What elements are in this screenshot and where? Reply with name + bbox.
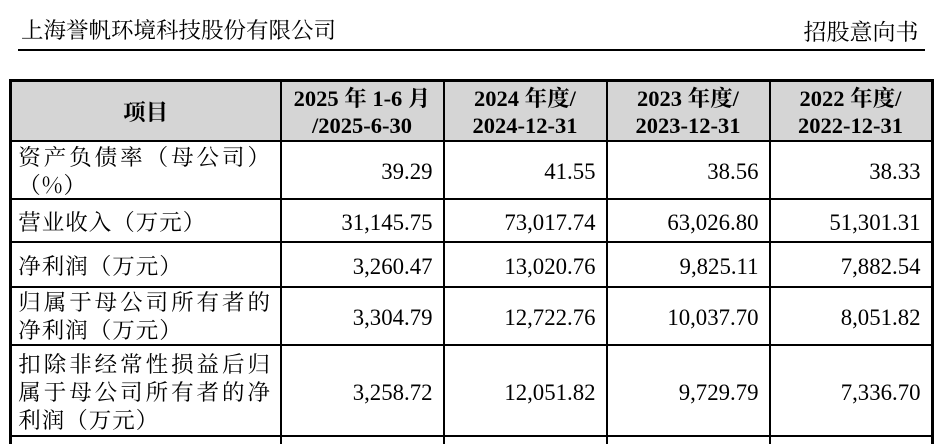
financial-summary-table: 项目 2025 年 1-6 月/2025-6-30 2024 年度/2024-1… [8,79,934,444]
value-cell: 13,020.76 [442,241,608,289]
value-cell [768,435,933,444]
table-row: 营业收入（万元） 31,145.75 73,017.74 63,026.80 5… [9,198,933,244]
page-header-doc-type: 招股意向书 [803,14,919,47]
column-header-item: 项目 [9,79,282,143]
column-header-period: 2022 年度/2022-12-31 [768,79,933,143]
value-cell [605,435,771,444]
column-header-period: 2025 年 1-6 月/2025-6-30 [279,79,445,143]
column-header-period: 2023 年度/2023-12-31 [605,79,771,143]
value-cell: 3,260.47 [279,241,445,289]
period-line-1: 2025 年 1-6 月 [293,80,431,113]
table-row [9,435,933,444]
value-cell: 41.55 [442,140,608,201]
value-cell: 38.33 [768,140,933,201]
value-cell: 9,729.79 [605,343,771,438]
period-line-1: 2024 年度/ [474,80,576,113]
row-label: 扣除非经常性损益后归属于母公司所有者的净利润（万元） [9,343,282,438]
table-row: 归属于母公司所有者的净利润（万元） 3,304.79 12,722.76 10,… [9,286,933,346]
value-cell: 9,825.11 [605,241,771,289]
table-header-row: 项目 2025 年 1-6 月/2025-6-30 2024 年度/2024-1… [9,79,933,143]
period-line-1: 2022 年度/ [799,80,902,113]
period-line-2: /2025-6-30 [312,108,412,141]
row-label: 资产负债率（母公司）（%） [9,140,282,201]
period-line-2: 2023-12-31 [635,108,741,141]
value-cell [279,435,445,444]
row-label [9,435,282,444]
column-header-period: 2024 年度/2024-12-31 [442,79,608,143]
value-cell: 73,017.74 [442,198,608,244]
value-cell: 12,722.76 [442,286,608,346]
row-label: 归属于母公司所有者的净利润（万元） [9,286,282,346]
value-cell: 51,301.31 [768,198,933,244]
value-cell [442,435,608,444]
table-row: 扣除非经常性损益后归属于母公司所有者的净利润（万元） 3,258.72 12,0… [9,343,933,438]
value-cell: 8,051.82 [768,286,933,346]
value-cell: 7,882.54 [768,241,933,289]
value-cell: 31,145.75 [279,198,445,244]
value-cell: 39.29 [279,140,445,201]
table-row: 净利润（万元） 3,260.47 13,020.76 9,825.11 7,88… [9,241,933,289]
page-header-company-name: 上海誉帆环境科技股份有限公司 [21,12,337,45]
value-cell: 12,051.82 [442,343,608,438]
period-line-2: 2022-12-31 [798,108,903,141]
value-cell: 63,026.80 [605,198,771,244]
value-cell: 7,336.70 [768,343,933,438]
period-line-1: 2023 年度/ [637,80,739,113]
value-cell: 38.56 [605,140,771,201]
value-cell: 3,258.72 [279,343,445,438]
period-line-2: 2024-12-31 [472,108,578,141]
row-label: 营业收入（万元） [9,198,282,244]
value-cell: 10,037.70 [605,286,771,346]
row-label: 净利润（万元） [9,241,282,289]
header-rule [18,48,925,52]
value-cell: 3,304.79 [279,286,445,346]
table-row: 资产负债率（母公司）（%） 39.29 41.55 38.56 38.33 [9,140,933,201]
